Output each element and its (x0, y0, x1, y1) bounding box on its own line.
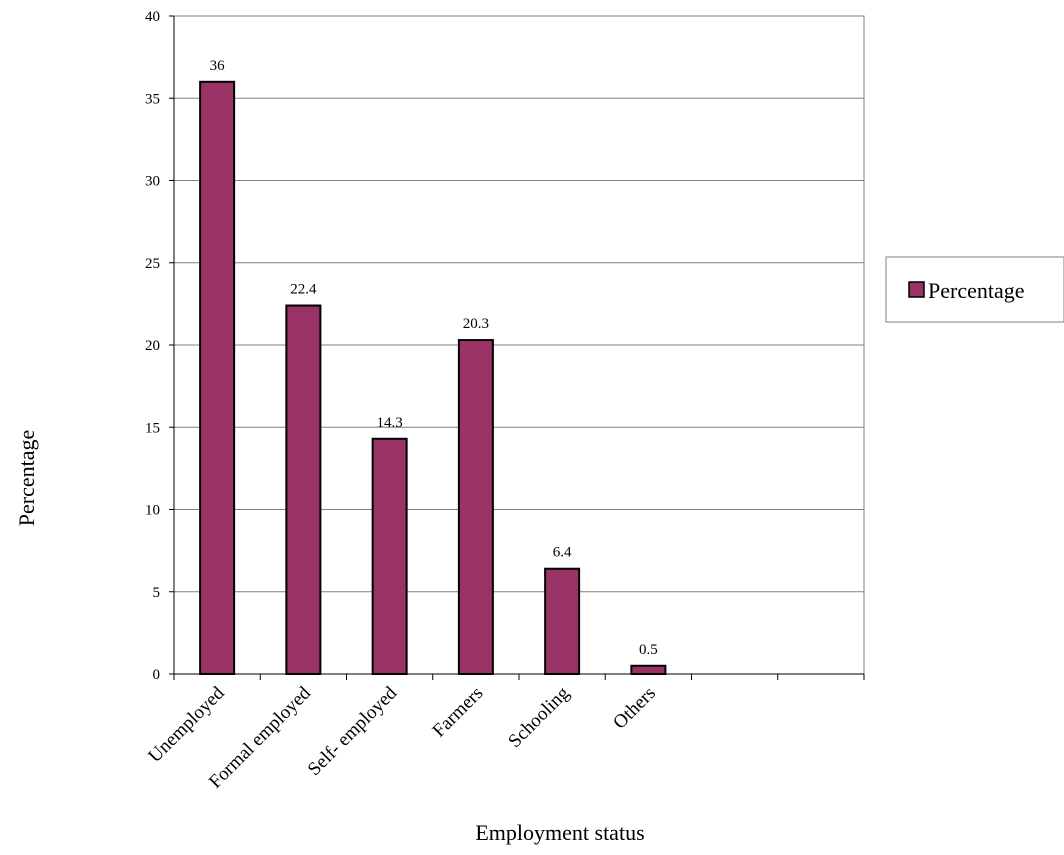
bar (371, 437, 408, 676)
legend: Percentage (885, 256, 1064, 323)
bar (199, 80, 236, 676)
y-tick-label: 40 (145, 9, 160, 25)
x-tick-label: Others (609, 683, 660, 734)
data-label: 14.3 (377, 415, 403, 431)
data-labels: 36 22.4 14.3 20.3 6.4 0.5 (210, 58, 658, 658)
data-label: 6.4 (553, 545, 572, 561)
x-tick-label: Unemployed (144, 682, 229, 767)
y-axis-ticks: 0 5 10 15 20 25 30 35 40 (145, 9, 174, 683)
x-tick-label: Farmers (429, 683, 488, 742)
y-tick-label: 25 (145, 256, 160, 272)
y-tick-label: 30 (145, 174, 160, 190)
bar (457, 339, 494, 675)
y-tick-label: 15 (145, 420, 160, 436)
bar (544, 567, 581, 675)
data-label: 36 (210, 58, 226, 74)
bar (630, 664, 667, 676)
bars (199, 80, 667, 676)
x-axis-title: Employment status (475, 820, 644, 845)
y-tick-label: 35 (145, 91, 160, 107)
data-label: 0.5 (639, 642, 658, 658)
y-tick-label: 20 (145, 338, 160, 354)
legend-swatch (908, 281, 925, 298)
data-label: 22.4 (290, 282, 317, 298)
y-tick-label: 5 (153, 585, 161, 601)
legend-label: Percentage (928, 278, 1025, 303)
y-tick-label: 0 (153, 667, 161, 683)
y-axis-title: Percentage (14, 430, 39, 527)
x-tick-label: Schooling (504, 682, 574, 752)
x-tick-label: Self- employed (304, 682, 402, 780)
y-tick-label: 10 (145, 503, 160, 519)
bar (285, 304, 322, 675)
data-label: 20.3 (463, 316, 489, 332)
